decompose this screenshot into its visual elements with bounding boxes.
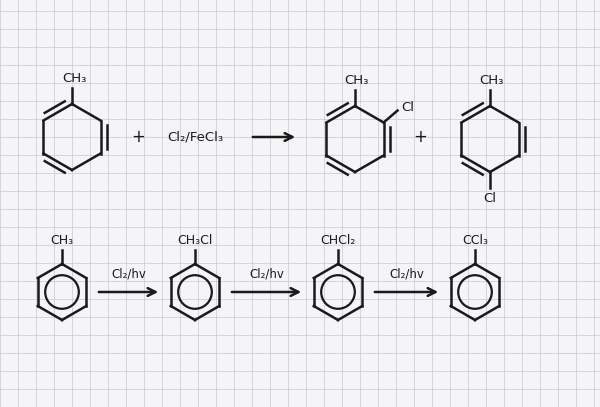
Text: Cl₂/FeCl₃: Cl₂/FeCl₃	[167, 131, 223, 144]
Text: CH₃: CH₃	[62, 72, 86, 85]
Text: Cl: Cl	[484, 192, 497, 204]
Text: CHCl₂: CHCl₂	[320, 234, 356, 247]
Text: Cl₂/hv: Cl₂/hv	[111, 267, 146, 280]
Text: Cl₂/hv: Cl₂/hv	[249, 267, 284, 280]
Text: CH₃: CH₃	[479, 74, 503, 87]
Text: CCl₃: CCl₃	[462, 234, 488, 247]
Text: +: +	[413, 128, 427, 146]
Text: CH₃: CH₃	[50, 234, 74, 247]
Text: Cl: Cl	[401, 101, 414, 114]
Text: CH₃: CH₃	[344, 74, 368, 87]
Text: Cl₂/hv: Cl₂/hv	[389, 267, 424, 280]
Text: +: +	[131, 128, 145, 146]
Text: CH₃Cl: CH₃Cl	[178, 234, 212, 247]
